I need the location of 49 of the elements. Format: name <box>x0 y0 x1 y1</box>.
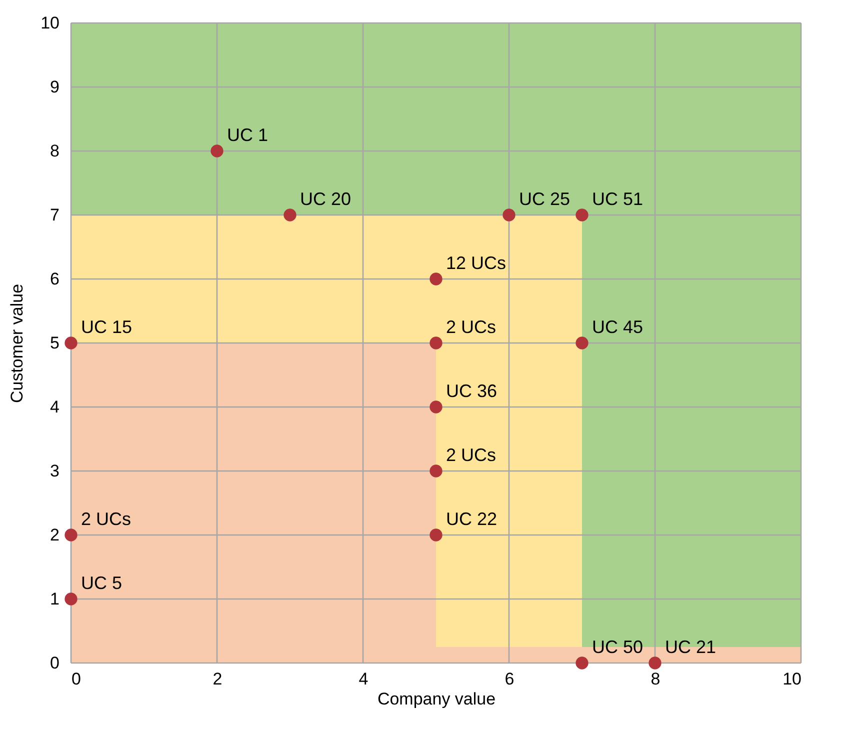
point <box>64 336 78 350</box>
x-tick-label: 2 <box>212 670 222 688</box>
point <box>210 144 224 158</box>
y-tick-label: 4 <box>50 398 60 416</box>
annotation: UC 51 <box>592 189 644 209</box>
annotation: UC 5 <box>81 573 122 593</box>
x-tick-label: 4 <box>358 670 368 688</box>
y-tick-label: 1 <box>50 590 60 608</box>
y-tick-label: 6 <box>50 270 60 288</box>
y-tick-label: 9 <box>50 78 60 96</box>
x-tick-label: 6 <box>504 670 514 688</box>
point <box>430 272 442 286</box>
point <box>648 656 662 670</box>
y-tick-label: 5 <box>50 334 60 352</box>
y-tick-label: 7 <box>50 206 60 224</box>
point <box>64 592 78 606</box>
y-tick-label: 0 <box>50 654 60 672</box>
point <box>576 336 588 350</box>
point <box>430 528 442 542</box>
annotation: 12 UCs <box>446 253 506 273</box>
annotation: UC 36 <box>446 381 498 401</box>
annotation: UC 25 <box>519 189 570 209</box>
annotation: UC 45 <box>592 317 644 337</box>
point <box>284 208 296 222</box>
point <box>430 336 442 350</box>
y-tick-label: 2 <box>50 526 60 544</box>
annotation: UC 15 <box>81 317 132 337</box>
x-tick-label: 10 <box>782 670 802 688</box>
annotation: UC 1 <box>227 125 268 145</box>
annotation: 2 UCs <box>81 509 132 529</box>
point <box>64 528 78 542</box>
annotation: UC 20 <box>300 189 352 209</box>
annotation: 2 UCs <box>446 317 496 337</box>
y-tick-label: 10 <box>40 14 60 32</box>
point <box>576 656 588 670</box>
annotation: UC 22 <box>446 509 498 529</box>
point <box>576 208 588 222</box>
y-tick-label: 3 <box>50 462 60 480</box>
point <box>502 208 516 222</box>
x-tick-label: 0 <box>72 670 81 688</box>
x-axis-title: Company value <box>377 690 496 708</box>
x-tick-label: 8 <box>650 670 660 688</box>
point <box>430 464 442 478</box>
y-axis-title: Customer value <box>8 284 27 404</box>
point <box>430 400 442 414</box>
annotation: 2 UCs <box>446 445 496 465</box>
y-tick-label: 8 <box>50 142 60 160</box>
annotation: UC 21 <box>665 637 716 657</box>
annotation: UC 50 <box>592 637 644 657</box>
